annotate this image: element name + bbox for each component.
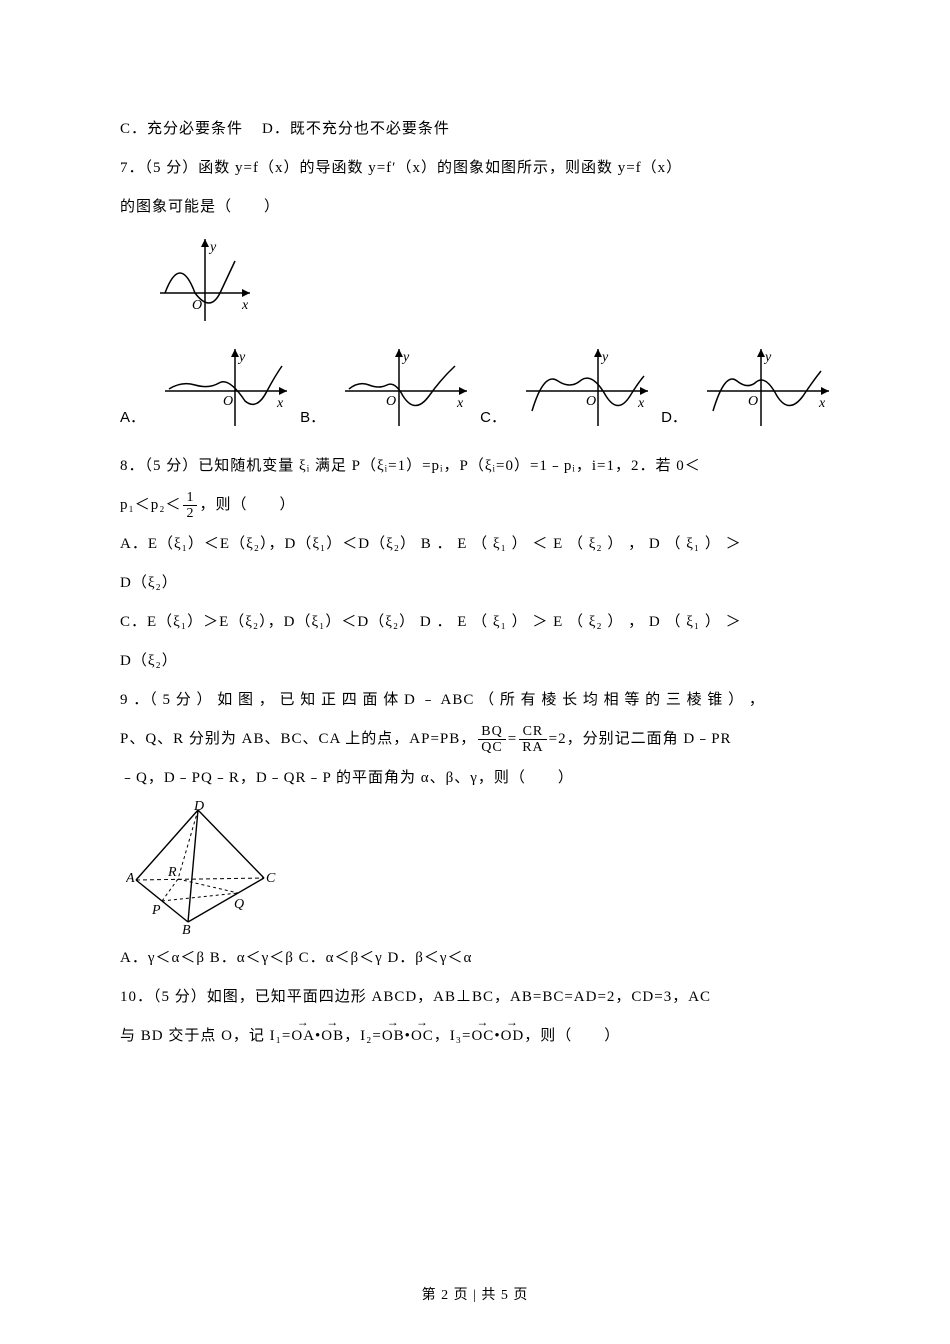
q7-opt-a-graph: y x O [157,341,288,431]
svg-text:y: y [401,350,410,365]
q8-stem-2b: ，则（ ） [199,497,295,513]
svg-text:O: O [586,394,596,409]
q6-options: C．充分必要条件 D．既不充分也不必要条件 [120,110,830,149]
q10-vec-oc-1: OC [411,1017,434,1056]
svg-text:C: C [266,871,276,886]
q10-vec-od: OD [501,1017,525,1056]
svg-text:R: R [167,865,177,880]
q7-opt-d-graph: y x O [699,341,830,431]
footer-c: 页 [509,1288,529,1303]
svg-text:Q: Q [234,897,244,912]
svg-text:O: O [386,394,396,409]
svg-text:A: A [126,871,135,886]
svg-text:y: y [763,350,772,365]
q8-stem-1: 8．（5 分）已知随机变量 ξᵢ 满足 P（ξᵢ=1）=pᵢ，P（ξᵢ=0）=1… [120,447,830,486]
q8-opts-ab: A．E（ξ₁）＜E（ξ₂），D（ξ₁）＜D（ξ₂） B ． E （ ξ₁ ） ＜… [120,525,830,564]
footer-page: 2 [441,1288,449,1303]
q8-opt-b-cont: D（ξ₂） [120,564,830,603]
q10-stem-2e: ，I₃= [434,1028,472,1044]
q8-opt-c: C．E（ξ₁）＞E（ξ₂），D（ξ₁）＜D（ξ₂） [120,614,415,630]
footer-a: 第 [422,1288,442,1303]
q8-opts-cd: C．E（ξ₁）＞E（ξ₂），D（ξ₁）＜D（ξ₂） D ． E （ ξ₁ ） ＞… [120,603,830,642]
svg-text:O: O [748,394,758,409]
footer-b: 页 | 共 [449,1288,501,1303]
q10-vec-ob-1: OB [321,1017,344,1056]
q10-vec-oa: OA [291,1017,315,1056]
q8-stem-2: p₁＜p₂＜12，则（ ） [120,486,830,525]
q10-vec-oc-2: OC [471,1017,494,1056]
footer-total: 5 [501,1288,509,1303]
q8-stem-2a: p₁＜p₂＜ [120,497,181,513]
q9-opt-c: C．α＜β＜γ [299,950,383,966]
q9-opt-a: A．γ＜α＜β [120,950,205,966]
q7-opt-a-label: A． [120,406,145,431]
q6-opt-c: C．充分必要条件 [120,121,243,137]
q7-opt-b-label: B． [300,406,325,431]
q7-opt-d-label: D． [661,406,687,431]
q9-stem-1: 9 ．（ 5 分 ） 如 图 ， 已 知 正 四 面 体 D ﹣ ABC （ 所… [120,681,830,720]
svg-text:x: x [276,396,284,411]
q9-stem-2b: =2，分别记二面角 D﹣PR [549,731,732,747]
q9-figure: D A B C P Q R [126,800,830,935]
q9-opt-d: D．β＜γ＜α [387,950,472,966]
q9-options: A．γ＜α＜β B．α＜γ＜β C．α＜β＜γ D．β＜γ＜α [120,939,830,978]
q7-options-row: A． y x O B． y x O C． [120,341,830,431]
q8-opt-b: B ． E （ ξ₁ ） ＜ E （ ξ₂ ） ， D （ ξ₁ ） ＞ [421,536,742,552]
svg-text:P: P [151,903,161,918]
page-footer: 第 2 页 | 共 5 页 [0,1284,950,1304]
q9-frac-1: BQQC [478,724,505,756]
q7-opt-c-graph: y x O [518,341,649,431]
q9-frac-2: CRRA [519,724,546,756]
q7-stem-1: 7．（5 分）函数 y=f（x）的导函数 y=f′（x）的图象如图所示，则函数 … [120,149,830,188]
q9-eq-1: = [508,731,517,747]
svg-text:B: B [182,923,191,935]
svg-text:D: D [193,800,204,814]
svg-text:x: x [818,396,826,411]
q9-stem-2a: P、Q、R 分别为 AB、BC、CA 上的点，AP=PB， [120,731,476,747]
q10-vec-ob-2: OB [382,1017,405,1056]
q7-opt-b-graph: y x O [337,341,468,431]
svg-text:y: y [208,240,217,255]
q7-stem-2: 的图象可能是（ ） [120,188,830,227]
svg-text:y: y [600,350,609,365]
q6-opt-d: D．既不充分也不必要条件 [262,121,450,137]
q10-stem-2a: 与 BD 交于点 O，记 I₁= [120,1028,291,1044]
svg-text:x: x [241,298,249,313]
svg-text:x: x [637,396,645,411]
q7-top-graph: y x O [150,231,830,331]
svg-text:O: O [223,394,233,409]
q8-frac: 12 [183,490,197,522]
q7-opt-c-label: C． [480,406,506,431]
q8-opt-d-cont: D（ξ₂） [120,642,830,681]
q10-stem-2c: ，I₂= [344,1028,382,1044]
q8-opt-a: A．E（ξ₁）＜E（ξ₂），D（ξ₁）＜D（ξ₂） [120,536,416,552]
q9-stem-2: P、Q、R 分别为 AB、BC、CA 上的点，AP=PB，BQQC=CRRA=2… [120,720,830,759]
svg-text:x: x [456,396,464,411]
q9-stem-3: ﹣Q，D﹣PQ﹣R，D﹣QR﹣P 的平面角为 α、β、γ，则（ ） [120,759,830,798]
q10-stem-2g: ，则（ ） [524,1028,620,1044]
svg-text:O: O [192,298,202,313]
svg-text:y: y [237,350,246,365]
q8-opt-d: D ． E （ ξ₁ ） ＞ E （ ξ₂ ） ， D （ ξ₁ ） ＞ [420,614,742,630]
q9-opt-b: B．α＜γ＜β [210,950,294,966]
q10-stem-2: 与 BD 交于点 O，记 I₁=OA•OB，I₂=OB•OC，I₃=OC•OD，… [120,1017,830,1056]
